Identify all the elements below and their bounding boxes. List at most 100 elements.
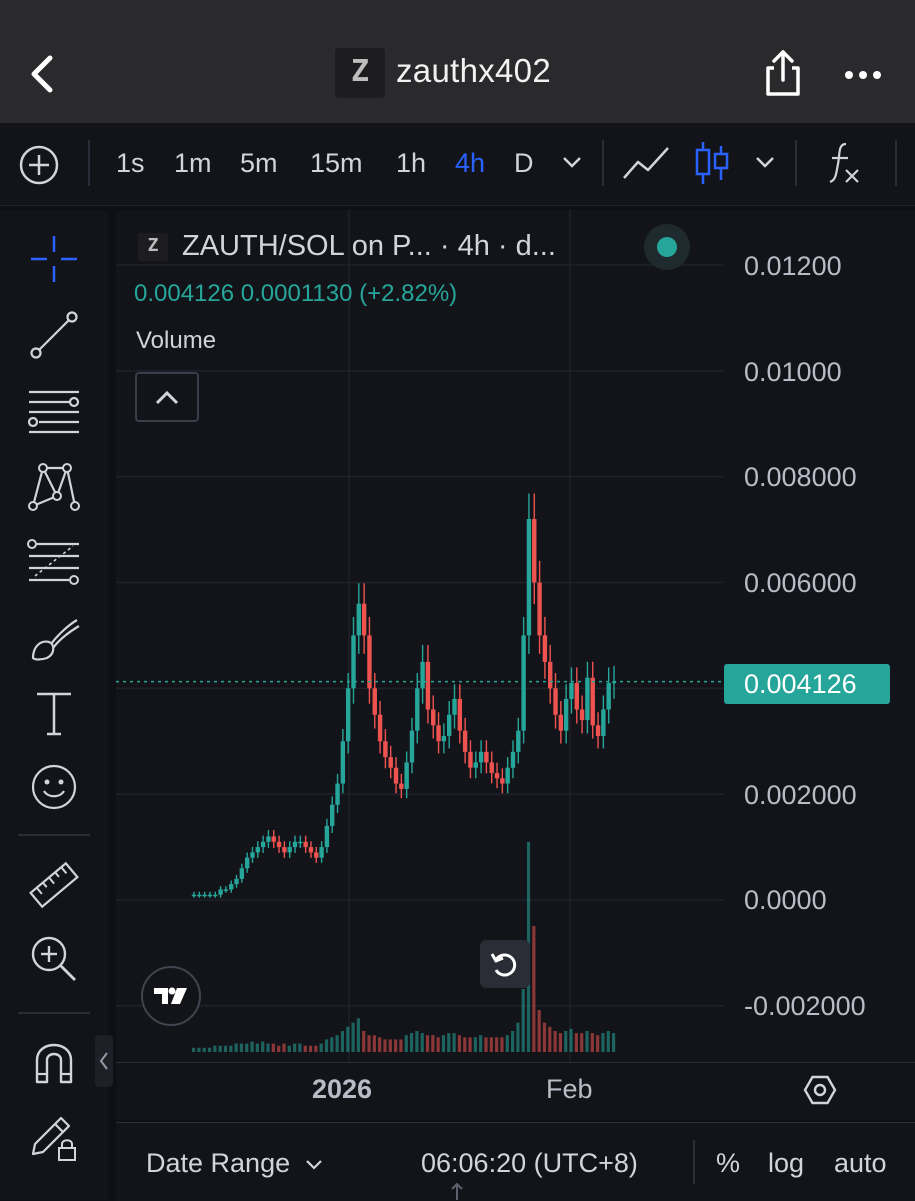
plus-circle-icon[interactable] — [18, 144, 60, 186]
timeframe-4h[interactable]: 4h — [455, 148, 486, 178]
volume-bar — [596, 1035, 600, 1052]
volume-bar — [255, 1043, 259, 1052]
volume-bar — [510, 1031, 515, 1052]
log-toggle[interactable]: log — [768, 1148, 805, 1178]
volume-bar — [606, 1031, 610, 1052]
timeframe-1h[interactable]: 1h — [396, 148, 427, 178]
candle-body — [569, 683, 574, 699]
chevron-down-icon — [305, 1160, 322, 1170]
timeframe-d[interactable]: D — [514, 148, 534, 178]
last-value: 0.004126 — [134, 280, 235, 307]
volume-bar — [457, 1035, 462, 1052]
toolbar-collapse-handle[interactable] — [95, 1035, 113, 1087]
reset-chart-button[interactable] — [480, 940, 530, 988]
toolbar-divider — [795, 140, 797, 186]
volume-bar — [564, 1031, 568, 1052]
candle-body — [510, 751, 516, 768]
volume-bar — [245, 1043, 249, 1052]
chart-grid — [116, 210, 724, 1062]
volume-bar — [388, 1039, 392, 1052]
volume-bar — [383, 1039, 387, 1052]
volume-bar — [340, 1031, 345, 1052]
volume-bar — [324, 1039, 329, 1052]
candle-body — [494, 772, 500, 779]
volume-bar — [261, 1041, 265, 1052]
volume-bar — [468, 1037, 472, 1052]
candle-body — [526, 518, 532, 636]
chevron-down-icon[interactable] — [561, 155, 583, 169]
horizontal-lines-icon[interactable] — [27, 384, 81, 438]
volume-bar — [505, 1035, 509, 1052]
change-value: 0.0001130 — [240, 280, 353, 307]
timeframe-1s[interactable]: 1s — [116, 148, 145, 178]
auto-toggle[interactable]: auto — [834, 1148, 887, 1178]
emoji-icon[interactable] — [27, 760, 81, 814]
candle-body — [377, 714, 383, 742]
volume-bar — [223, 1045, 228, 1052]
text-icon[interactable] — [27, 686, 81, 740]
trend-line-icon[interactable] — [27, 308, 81, 362]
collapse-legend-button[interactable] — [135, 372, 199, 422]
line-chart-icon[interactable] — [622, 144, 672, 182]
candle-body — [462, 730, 468, 752]
volume-bar — [548, 1026, 552, 1052]
candle-body — [393, 767, 399, 784]
candle-body — [351, 635, 356, 689]
more-dots-icon[interactable] — [843, 60, 883, 90]
chevron-down-icon[interactable] — [754, 155, 776, 169]
volume-bars — [192, 842, 616, 1052]
date-range-button[interactable]: Date Range — [146, 1148, 324, 1179]
lock-drawings-icon[interactable] — [27, 1110, 81, 1164]
back-chevron-icon[interactable] — [22, 52, 62, 96]
indicators-fx-icon[interactable] — [826, 140, 862, 186]
zoom-in-icon[interactable] — [27, 932, 81, 986]
price-chart-svg[interactable] — [116, 210, 915, 1062]
price-axis-label: 0.0000 — [744, 885, 827, 915]
clock-timezone[interactable]: 06:06:20 (UTC+8) — [421, 1148, 638, 1178]
crosshair-icon[interactable] — [27, 232, 81, 286]
candles-icon[interactable] — [694, 140, 730, 186]
candle-body — [415, 688, 420, 731]
timeframe-5m[interactable]: 5m — [240, 148, 278, 178]
tradingview-logo-icon — [154, 987, 187, 1004]
market-open-dot — [657, 237, 677, 257]
candle-body — [303, 841, 308, 848]
timeframe-15m[interactable]: 15m — [310, 148, 363, 178]
volume-bar — [298, 1043, 302, 1052]
last-price-label: 0.004126 — [744, 669, 857, 699]
candle-body — [314, 852, 319, 858]
symbol-title[interactable]: ZAUTH/SOL on P... · 4h · d... — [182, 230, 556, 262]
brush-icon[interactable] — [27, 612, 81, 666]
candle-body — [229, 884, 234, 890]
volume-bar — [197, 1047, 201, 1052]
volume-bar — [569, 1028, 573, 1052]
chevron-left-icon — [99, 1052, 108, 1070]
price-axis-label: 0.01000 — [744, 357, 842, 387]
percent-toggle[interactable]: % — [716, 1148, 741, 1178]
candle-body — [218, 889, 223, 895]
volume-bar — [335, 1035, 339, 1052]
candle-body — [282, 847, 287, 853]
candle-body — [234, 878, 239, 885]
volume-bar — [585, 1031, 589, 1052]
volume-bar — [590, 1033, 594, 1052]
candle-body — [298, 841, 303, 844]
candle-body — [425, 661, 431, 710]
share-icon[interactable] — [760, 48, 806, 98]
magnet-icon[interactable] — [27, 1036, 81, 1090]
tradingview-logo[interactable] — [141, 966, 201, 1026]
fib-icon[interactable] — [27, 536, 81, 590]
candle-body — [431, 709, 436, 726]
candle-body — [244, 857, 250, 869]
arrow-up-icon — [451, 1182, 463, 1200]
candle-body — [319, 847, 324, 858]
candle-body — [345, 688, 351, 742]
pattern-icon[interactable] — [27, 460, 81, 514]
volume-indicator-label[interactable]: Volume — [136, 327, 217, 354]
hexagon-gear-icon[interactable] — [802, 1072, 838, 1108]
candle-body — [473, 762, 478, 768]
volume-bar — [553, 1031, 557, 1052]
volume-bar — [537, 1010, 541, 1052]
timeframe-1m[interactable]: 1m — [174, 148, 212, 178]
ruler-icon[interactable] — [27, 858, 81, 912]
